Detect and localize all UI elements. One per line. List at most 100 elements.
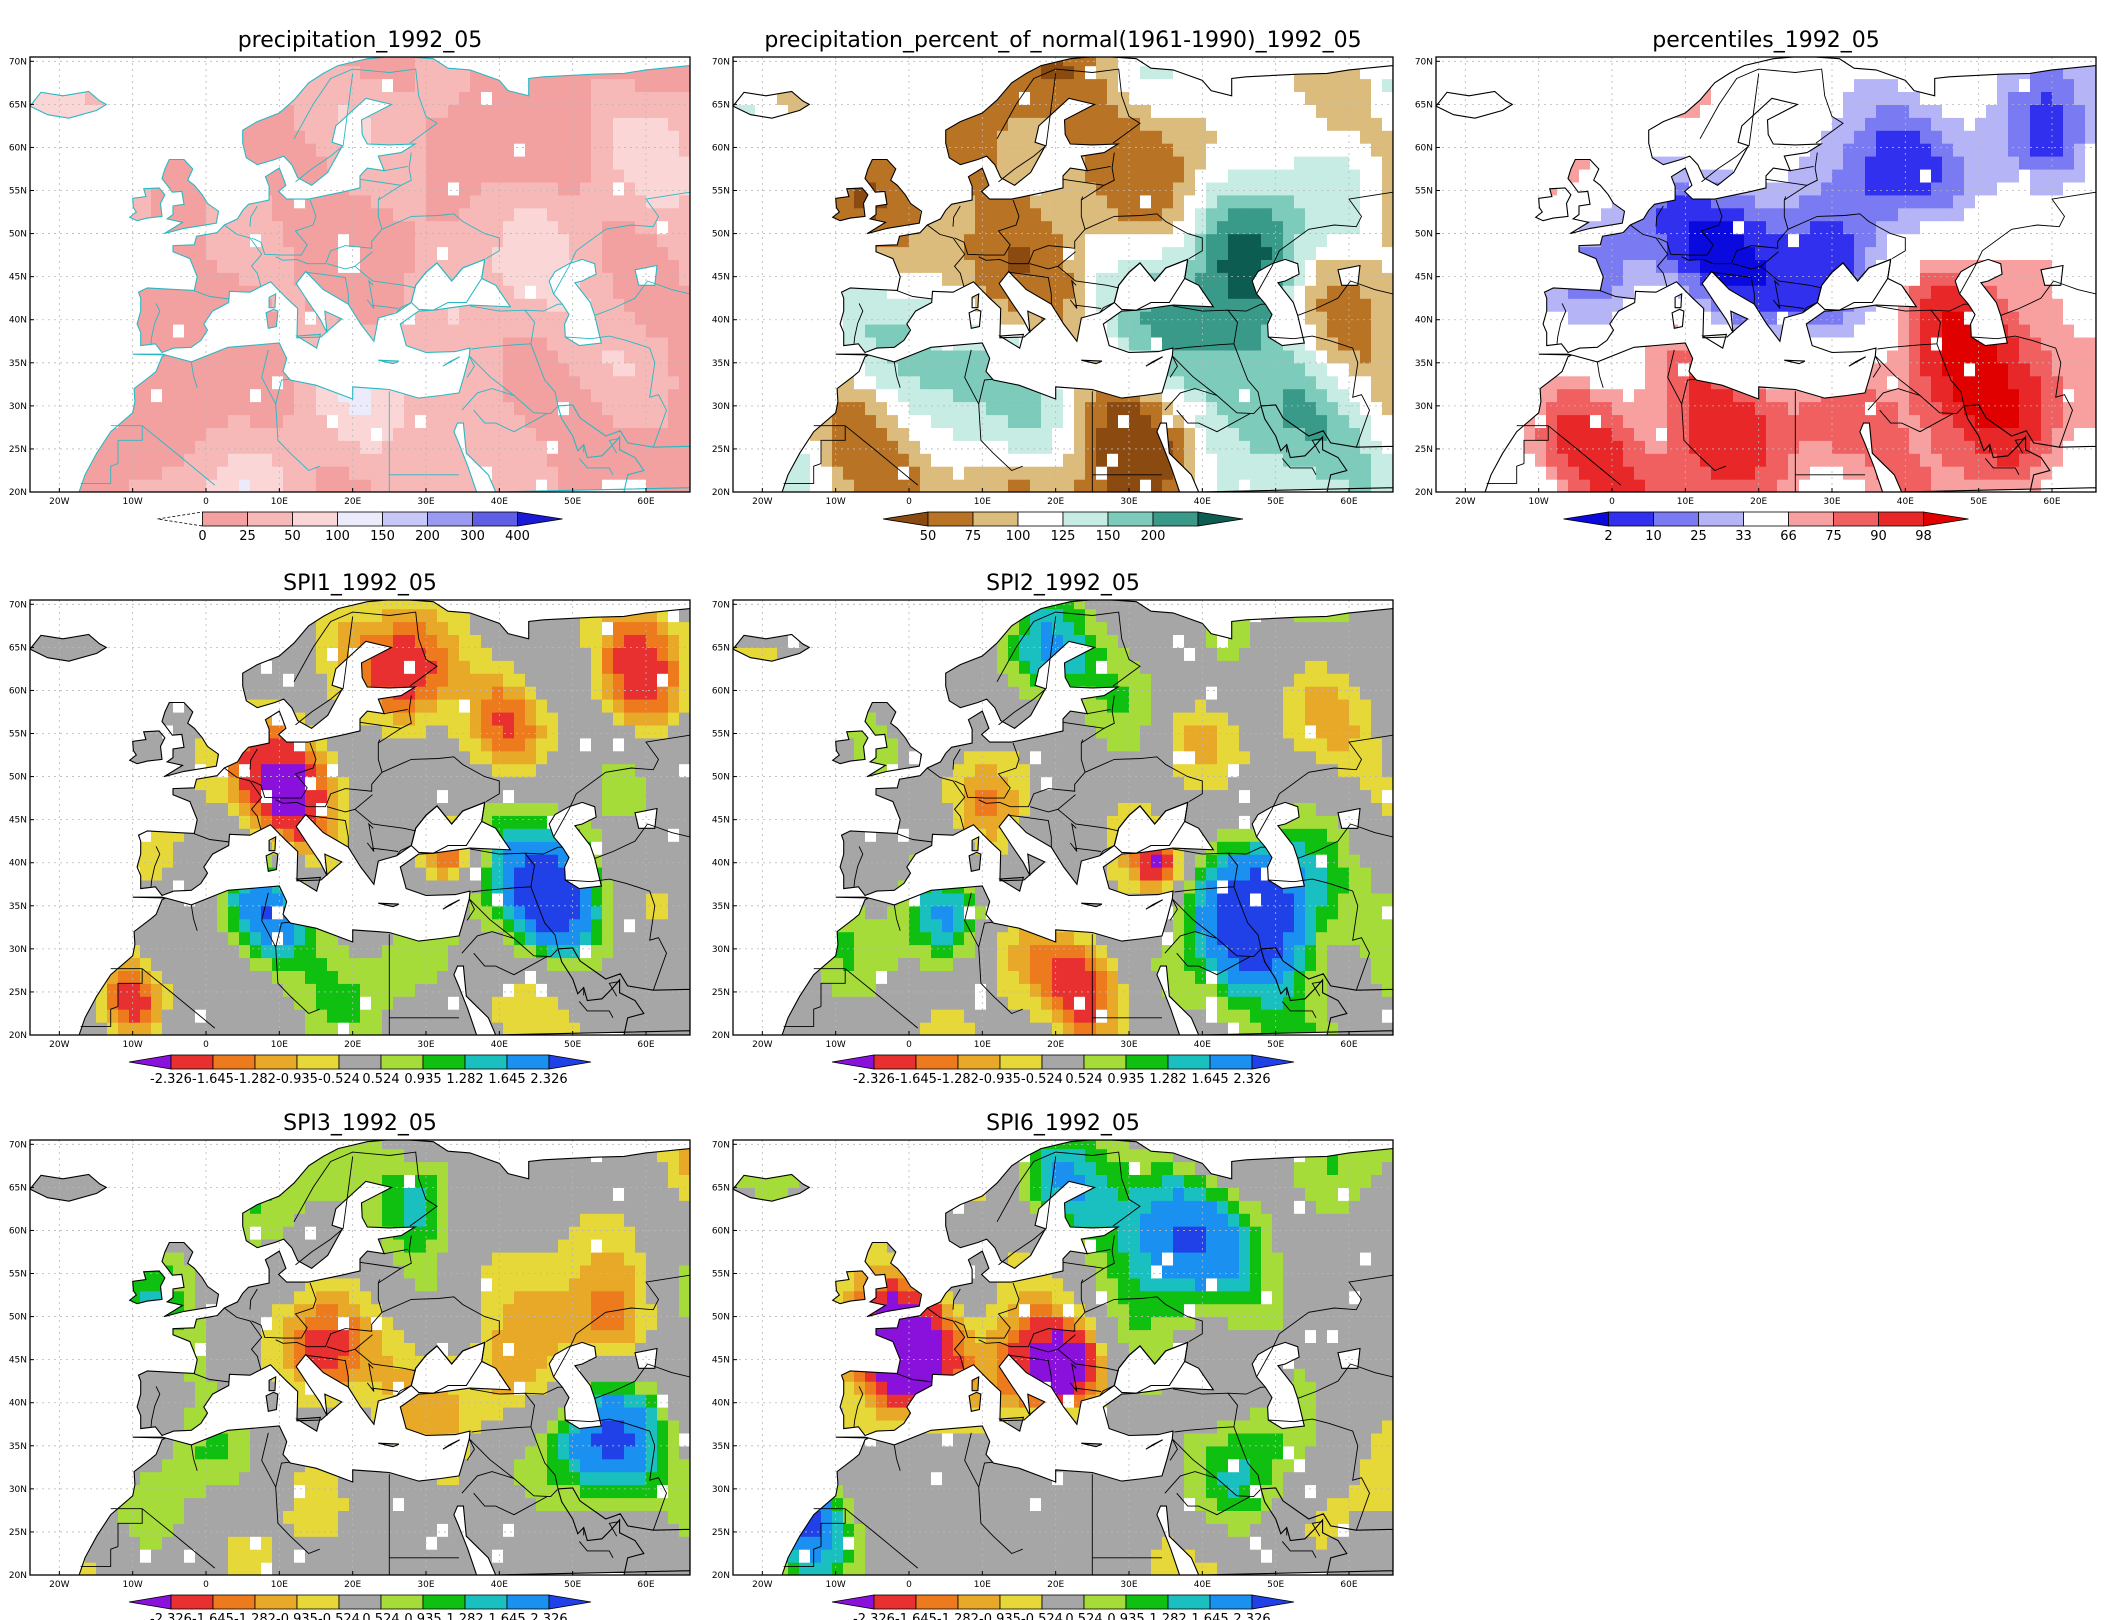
colorbar-low-arrow [128,1054,172,1070]
lat-tick-label: 65N [1415,100,1433,110]
lon-tick-label: 30E [1120,1040,1137,1050]
colorbar-swatch [380,1054,424,1070]
colorbar: 0 25 50 100 150 200 300 400 [157,511,563,544]
lon-tick-label: 30E [417,497,434,507]
map-area [733,600,1393,1035]
colorbar-swatch [1041,1594,1085,1610]
lat-tick-label: 70N [712,57,730,67]
colorbar-label: 1.645 [1191,1612,1228,1620]
lat-tick-label: 55N [9,730,27,740]
colorbar-swatch [170,1594,214,1610]
colorbar-label: -1.282 [937,1612,979,1620]
lon-tick-label: 20W [49,1580,69,1590]
lon-tick-label: 20W [49,497,69,507]
lon-tick-label: 0 [906,1040,912,1050]
colorbar-label: 0.524 [362,1072,399,1087]
colorbar-label: -0.524 [1021,1072,1063,1087]
panel-title: SPI1_1992_05 [283,571,437,596]
colorbar-label: 300 [460,529,485,544]
lat-tick-label: 60N [1415,143,1433,153]
lon-tick-label: 0 [1609,497,1615,507]
map-frame [1435,56,2097,493]
map-panel-spi6: SPI6_1992_05 70N 65N 60N 55N 50N 45N 40N 35N 30N 2… [712,1111,1394,1620]
colorbar-swatch [873,1594,917,1610]
lat-tick-label: 30N [712,1485,730,1495]
lon-tick-label: 40E [1194,1580,1211,1590]
colorbar-label: 98 [1915,529,1932,544]
lat-tick-label: 20N [9,488,27,498]
lat-tick-label: 40N [9,316,27,326]
lon-tick-label: 10E [271,1580,288,1590]
lon-tick-label: 40E [491,1040,508,1050]
lat-tick-label: 45N [9,1356,27,1366]
lat-tick-label: 70N [712,1140,730,1150]
map-panel-spi1: SPI1_1992_05 70N 65N 60N 55N 50N 45N 40N 35N 30N 2… [9,571,691,1087]
colorbar-swatch [1209,1594,1253,1610]
colorbar-label: -0.935 [979,1072,1021,1087]
lat-tick-label: 70N [9,600,27,610]
lon-tick-label: 0 [906,497,912,507]
colorbar-swatch [464,1054,508,1070]
colorbar-label: 1.282 [1149,1612,1186,1620]
colorbar-label: 0.524 [1065,1072,1102,1087]
colorbar-swatch [422,1594,466,1610]
map-panel-pct: precipitation_percent_of_normal(1961-199… [712,28,1394,544]
lat-tick-label: 35N [1415,359,1433,369]
colorbar-label: 1.645 [488,1612,525,1620]
lon-tick-label: 60E [637,1040,654,1050]
lat-tick-label: 25N [1415,445,1433,455]
lon-tick-label: 20W [752,1040,772,1050]
colorbar-high-arrow [1923,511,1969,527]
lon-tick-label: 50E [564,497,581,507]
lat-tick-label: 55N [9,187,27,197]
map-frame [732,56,1394,493]
colorbar-label: -0.524 [1021,1612,1063,1620]
lon-tick-label: 0 [203,1040,209,1050]
colorbar-swatch [254,1594,298,1610]
lat-tick-label: 30N [1415,402,1433,412]
lat-tick-label: 40N [1415,316,1433,326]
colorbar-swatch [972,511,1019,527]
lat-tick-label: 45N [712,1356,730,1366]
colorbar-swatch [170,1054,214,1070]
colorbar-label: 90 [1870,529,1887,544]
lat-tick-label: 35N [9,1442,27,1452]
lat-tick-label: 25N [9,988,27,998]
lat-tick-label: 45N [9,816,27,826]
colorbar-high-arrow [517,511,563,527]
colorbar-label: 1.282 [446,1072,483,1087]
panel-title: percentiles_1992_05 [1652,28,1879,53]
lon-tick-label: 20E [344,1580,361,1590]
lat-tick-label: 50N [9,1313,27,1323]
colorbar-swatch [506,1054,550,1070]
colorbar-label: 50 [920,529,937,544]
colorbar-low-arrow [157,511,203,527]
colorbar-swatch [1083,1054,1127,1070]
colorbar-swatch [1743,511,1789,527]
grid-lines [733,57,1393,492]
lon-tick-label: 30E [1120,497,1137,507]
colorbar-label: 200 [415,529,440,544]
lat-tick-label: 50N [9,230,27,240]
lon-tick-label: 0 [906,1580,912,1590]
colorbar-label: 0.524 [362,1612,399,1620]
colorbar-swatch [202,511,248,527]
colorbar-swatch [1878,511,1924,527]
lon-tick-label: 10E [974,1580,991,1590]
lon-tick-label: 10W [1528,497,1548,507]
colorbar-label: -0.935 [979,1612,1021,1620]
lon-tick-label: 50E [564,1580,581,1590]
colorbar-swatch [212,1054,256,1070]
colorbar-high-arrow [548,1054,592,1070]
colorbar-high-arrow [548,1594,592,1610]
lon-tick-label: 10W [122,1040,142,1050]
lat-tick-label: 65N [9,100,27,110]
lon-tick-label: 40E [1194,1040,1211,1050]
lat-tick-label: 55N [712,187,730,197]
colorbar-swatch [1167,1054,1211,1070]
colorbar-label: -1.645 [192,1072,234,1087]
grid-lines [733,600,1393,1035]
panel-title: SPI6_1992_05 [986,1111,1140,1136]
colorbar-label: -2.326 [150,1072,192,1087]
colorbar-label: 0.935 [404,1072,441,1087]
